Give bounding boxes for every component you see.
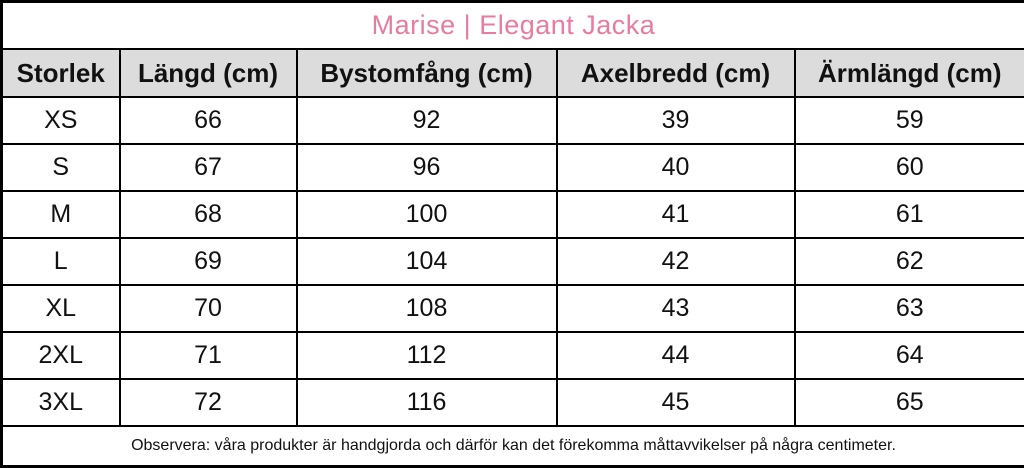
size-cell: M (2, 191, 120, 238)
axelbredd-cell: 44 (557, 332, 795, 379)
size-cell: XS (2, 97, 120, 144)
column-header-storlek: Storlek (2, 49, 120, 97)
table-row-l: L 69 104 42 62 (2, 238, 1024, 285)
column-header-armlangd: Ärmlängd (cm) (795, 49, 1024, 97)
title-row: Marise | Elegant Jacka (2, 2, 1024, 50)
size-cell: 2XL (2, 332, 120, 379)
armlangd-cell: 62 (795, 238, 1024, 285)
armlangd-cell: 61 (795, 191, 1024, 238)
langd-cell: 67 (120, 144, 297, 191)
axelbredd-cell: 41 (557, 191, 795, 238)
bystomfang-cell: 116 (297, 379, 557, 426)
column-header-bystomfang: Bystomfång (cm) (297, 49, 557, 97)
langd-cell: 69 (120, 238, 297, 285)
langd-cell: 68 (120, 191, 297, 238)
axelbredd-cell: 39 (557, 97, 795, 144)
bystomfang-cell: 100 (297, 191, 557, 238)
armlangd-cell: 65 (795, 379, 1024, 426)
footnote: Observera: våra produkter är handgjorda … (2, 426, 1024, 467)
langd-cell: 71 (120, 332, 297, 379)
bystomfang-cell: 104 (297, 238, 557, 285)
table-row-2xl: 2XL 71 112 44 64 (2, 332, 1024, 379)
armlangd-cell: 59 (795, 97, 1024, 144)
axelbredd-cell: 40 (557, 144, 795, 191)
bystomfang-cell: 112 (297, 332, 557, 379)
armlangd-cell: 63 (795, 285, 1024, 332)
table-row-s: S 67 96 40 60 (2, 144, 1024, 191)
langd-cell: 66 (120, 97, 297, 144)
footer-row: Observera: våra produkter är handgjorda … (2, 426, 1024, 467)
bystomfang-cell: 96 (297, 144, 557, 191)
axelbredd-cell: 43 (557, 285, 795, 332)
size-cell: 3XL (2, 379, 120, 426)
table-row-xs: XS 66 92 39 59 (2, 97, 1024, 144)
bystomfang-cell: 92 (297, 97, 557, 144)
axelbredd-cell: 42 (557, 238, 795, 285)
size-cell: XL (2, 285, 120, 332)
armlangd-cell: 60 (795, 144, 1024, 191)
axelbredd-cell: 45 (557, 379, 795, 426)
table-row-xl: XL 70 108 43 63 (2, 285, 1024, 332)
bystomfang-cell: 108 (297, 285, 557, 332)
langd-cell: 70 (120, 285, 297, 332)
table-row-3xl: 3XL 72 116 45 65 (2, 379, 1024, 426)
langd-cell: 72 (120, 379, 297, 426)
size-chart-page: Marise | Elegant Jacka Storlek Längd (cm… (0, 0, 1024, 451)
table-title: Marise | Elegant Jacka (2, 2, 1024, 50)
header-row: Storlek Längd (cm) Bystomfång (cm) Axelb… (2, 49, 1024, 97)
size-cell: S (2, 144, 120, 191)
table-row-m: M 68 100 41 61 (2, 191, 1024, 238)
column-header-langd: Längd (cm) (120, 49, 297, 97)
armlangd-cell: 64 (795, 332, 1024, 379)
column-header-axelbredd: Axelbredd (cm) (557, 49, 795, 97)
size-cell: L (2, 238, 120, 285)
